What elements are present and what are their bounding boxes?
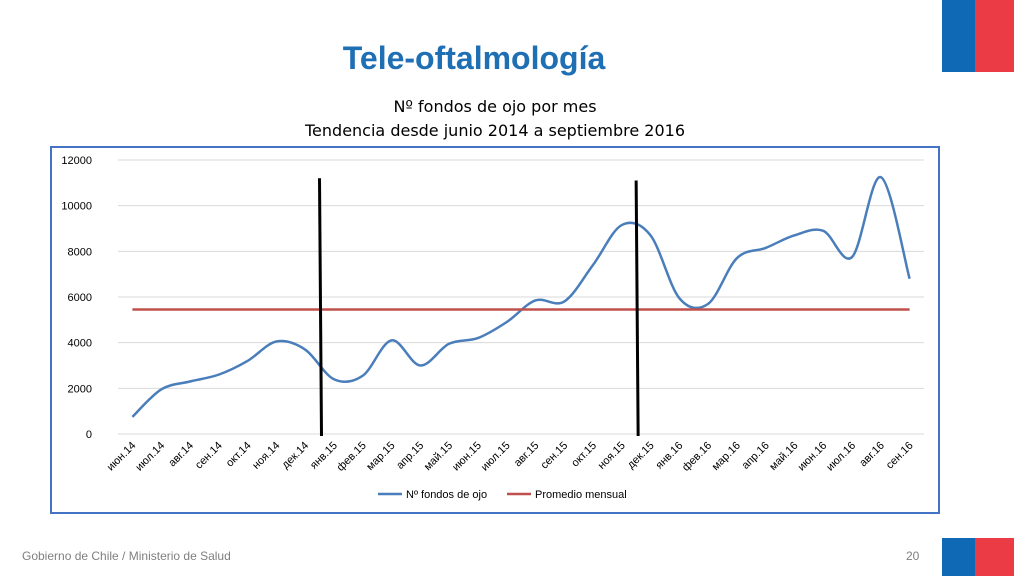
x-tick-label: мар.15: [364, 440, 397, 473]
x-tick-label: дек.14: [280, 440, 312, 472]
y-tick-label: 10000: [61, 201, 92, 213]
chart-frame: 0 2000 4000 6000 8000 10000 12000 июн.14 июл.14 а…: [50, 146, 940, 514]
x-tick-label: май.15: [422, 440, 455, 473]
x-tick-label: фев.16: [680, 440, 714, 474]
x-tick-label: дек.15: [625, 440, 657, 472]
chart-subtitle: Tendencia desde junio 2014 a septiembre …: [305, 121, 685, 140]
legend-label: Promedio mensual: [535, 489, 627, 501]
marker-line: [318, 178, 323, 437]
x-tick-label: июн.14: [105, 440, 139, 474]
series-line-fondos: [131, 175, 911, 418]
y-tick-label: 8000: [68, 246, 92, 258]
flag-blue-band: [942, 538, 975, 576]
y-tick-label: 4000: [68, 338, 92, 350]
slide-title: Tele-oftalmología: [342, 40, 606, 76]
x-tick-label: авг.15: [512, 440, 542, 470]
flag-red-band: [975, 0, 1014, 72]
x-tick-label: ноя.15: [596, 440, 628, 472]
y-tick-label: 6000: [68, 292, 92, 304]
x-tick-label: окт.14: [224, 440, 254, 470]
flag-blue-band: [942, 0, 975, 72]
flag-logo-top: [942, 0, 1014, 72]
x-tick-label: июн.16: [796, 440, 830, 474]
x-tick-label: июл.16: [824, 440, 858, 474]
x-tick-label: сен.14: [193, 440, 225, 472]
x-tick-label: авг.16: [857, 440, 887, 470]
y-tick-label: 2000: [68, 383, 92, 395]
flag-logo-bottom: [942, 538, 1014, 576]
x-tick-label: май.16: [767, 440, 800, 473]
y-tick-label: 12000: [61, 155, 92, 167]
page-number: 20: [906, 549, 920, 563]
x-tick-label: апр.16: [740, 440, 772, 472]
x-tick-label: июл.14: [133, 440, 167, 474]
x-tick-label: июл.15: [479, 440, 513, 474]
x-tick-label: сен.16: [884, 440, 916, 472]
x-tick-label: мар.16: [710, 440, 743, 473]
x-tick-label: сен.15: [538, 440, 570, 472]
x-tick-label: окт.15: [569, 440, 599, 470]
chart-title: Nº fondos de ojo por mes: [393, 97, 597, 116]
x-tick-label: авг.14: [166, 440, 196, 470]
marker-line: [634, 180, 640, 437]
x-tick-label: фев.15: [335, 440, 369, 474]
legend-label: Nº fondos de ojo: [406, 489, 487, 501]
x-tick-label: апр.15: [394, 440, 426, 472]
y-tick-label: 0: [86, 429, 92, 441]
footer-organization: Gobierno de Chile / Ministerio de Salud: [22, 549, 231, 563]
flag-red-band: [975, 538, 1014, 576]
x-tick-label: июн.15: [450, 440, 484, 474]
x-tick-label: ноя.14: [250, 440, 282, 472]
